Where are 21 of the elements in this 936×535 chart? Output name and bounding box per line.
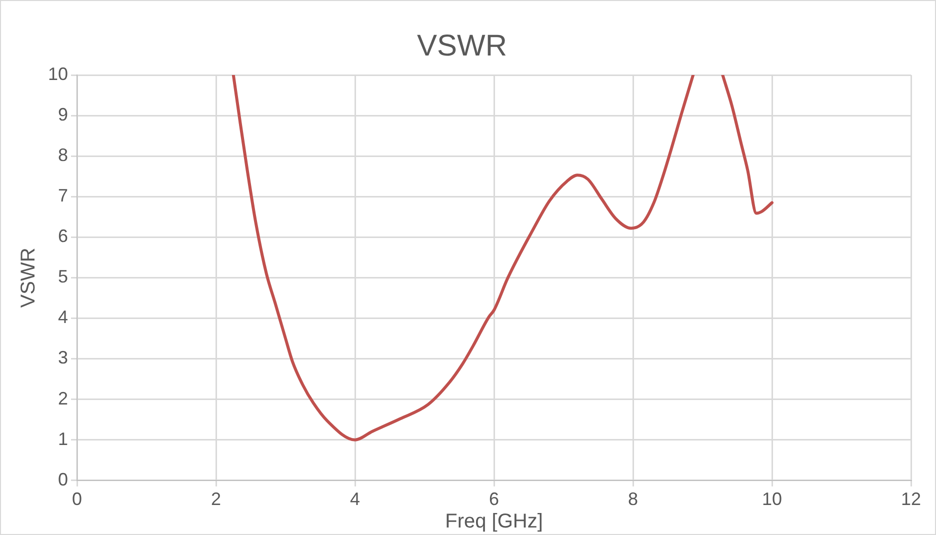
y-tick-label: 5	[58, 266, 68, 287]
y-tick-label: 0	[58, 469, 68, 490]
y-tick-label: 1	[58, 428, 68, 449]
y-axis-title: VSWR	[18, 248, 40, 308]
y-tick-label: 7	[58, 186, 68, 206]
y-tick-label: 10	[48, 64, 68, 84]
x-axis-title: Freq [GHz]	[445, 510, 543, 533]
y-tick-label: 2	[58, 388, 68, 408]
y-tick-label: 9	[58, 104, 68, 125]
y-tick-label: 8	[58, 145, 68, 166]
x-tick-label: 8	[628, 489, 638, 510]
y-tick-label: 6	[58, 226, 68, 246]
x-tick-label: 10	[762, 489, 782, 510]
x-tick-label: 12	[900, 489, 922, 510]
x-tick-label: 2	[211, 489, 222, 510]
x-tick-label: 6	[489, 489, 500, 510]
chart-title: VSWR	[417, 29, 507, 62]
y-tick-label: 4	[58, 307, 68, 328]
x-tick-label: 0	[72, 489, 82, 510]
x-tick-label: 4	[350, 489, 360, 510]
y-tick-label: 3	[58, 348, 68, 368]
